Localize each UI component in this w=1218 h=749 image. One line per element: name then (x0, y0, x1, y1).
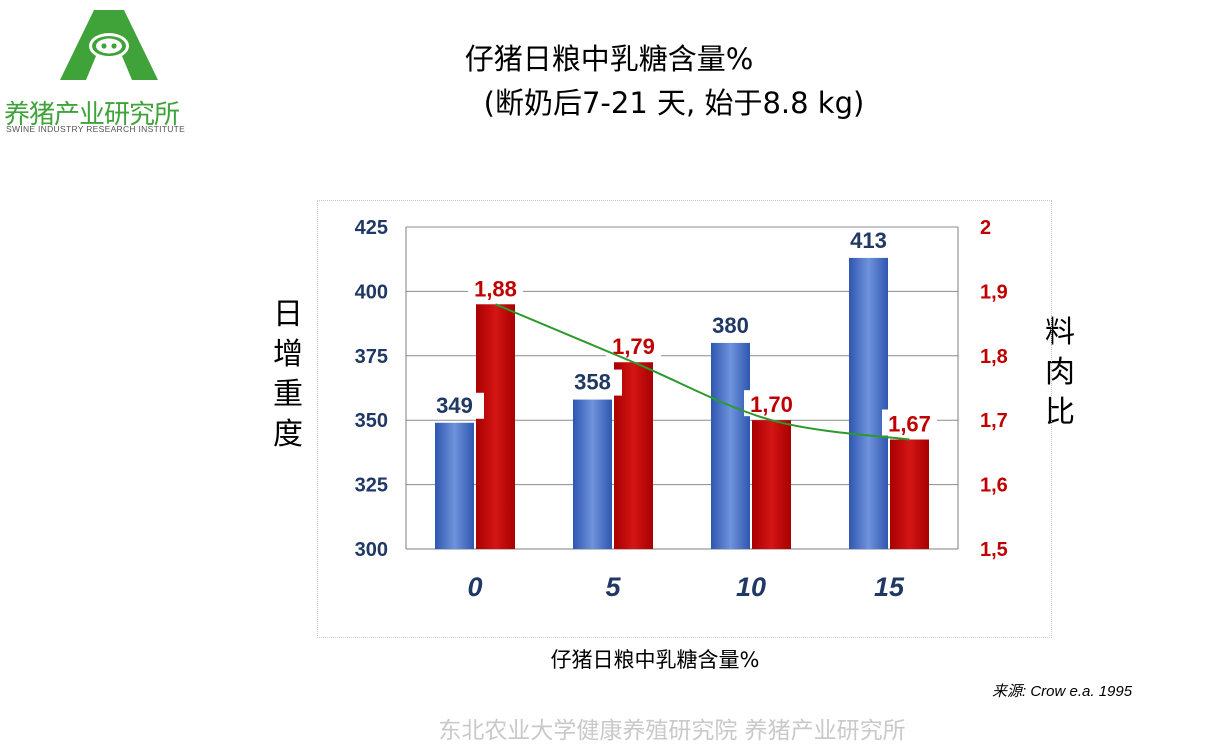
institute-logo: 养猪产业研究所 SWINE INDUSTRY RESEARCH INSTITUT… (0, 10, 218, 134)
source-note: 来源: Crow e.a. 1995 (992, 683, 1133, 700)
data-label-feed-ratio: 1,70 (750, 392, 793, 417)
x-axis-category-label: 15 (874, 572, 905, 602)
data-label-feed-ratio: 1,79 (612, 334, 655, 359)
x-axis-category-label: 5 (605, 572, 621, 602)
data-label-bg (882, 409, 937, 436)
data-label-bg (468, 274, 523, 301)
left-axis-tick-label: 425 (355, 217, 388, 239)
bar-feed-ratio (752, 420, 791, 549)
data-label-bg (744, 390, 799, 417)
x-axis-title: 仔猪日粮中乳糖含量% (550, 648, 760, 672)
data-label-bg (701, 312, 760, 339)
bar-daily-gain (711, 342, 750, 549)
data-label-daily-gain: 380 (712, 313, 749, 338)
x-axis-category-label: 0 (467, 572, 482, 602)
left-axis-tick-label: 400 (355, 281, 388, 303)
page-title: 仔猪日粮中乳糖含量% (464, 42, 754, 76)
data-label-feed-ratio: 1,67 (888, 412, 931, 437)
data-label-bg (425, 392, 484, 419)
bar-chart: 300 325 350 375 400 425 1,5 1,6 1,7 1,8 1,9 2 349 1,8… (355, 217, 1008, 602)
data-label-bg (839, 227, 898, 254)
data-label-daily-gain: 349 (436, 393, 473, 418)
data-label-feed-ratio: 1,88 (474, 276, 517, 301)
left-axis-tick-label: 325 (355, 475, 388, 497)
logo-english-name: SWINE INDUSTRY RESEARCH INSTITUTE (6, 124, 186, 134)
logo-chinese-name: 养猪产业研究所 (4, 100, 180, 130)
right-axis-tick-label: 1,8 (980, 346, 1008, 368)
data-label-daily-gain: 413 (850, 228, 887, 253)
left-axis-title: 日增重度 (273, 297, 303, 452)
right-axis-tick-label: 1,6 (980, 475, 1008, 497)
right-axis-tick-label: 1,9 (980, 281, 1008, 303)
pig-a-logo-icon (60, 10, 158, 80)
data-label-daily-gain: 358 (574, 370, 611, 395)
left-axis-tick-label: 375 (355, 346, 388, 368)
bar-feed-ratio (476, 304, 515, 549)
bar-feed-ratio (890, 439, 929, 549)
left-axis-tick-label: 300 (355, 539, 388, 561)
footer-watermark: 东北农业大学健康养殖研究院 养猪产业研究所 (438, 718, 906, 744)
feed-ratio-trendline (495, 303, 910, 441)
x-axis-category-label: 10 (736, 572, 766, 602)
data-label-bg (563, 369, 622, 396)
page-subtitle: (断奶后7-21 天, 始于8.8 kg) (483, 86, 865, 120)
bar-daily-gain (435, 422, 474, 549)
right-axis-tick-label: 2 (980, 217, 991, 239)
right-axis-tick-label: 1,5 (980, 539, 1008, 561)
chart-area: 300 325 350 375 400 425 1,5 1,6 1,7 1,8 1,9 2 349 1,8… (317, 200, 1052, 638)
right-axis-title: 料肉比 (1045, 315, 1075, 430)
bar-daily-gain (573, 399, 612, 549)
bar-daily-gain (849, 257, 888, 549)
right-axis-tick-label: 1,7 (980, 410, 1008, 432)
left-axis-tick-label: 350 (355, 410, 388, 432)
